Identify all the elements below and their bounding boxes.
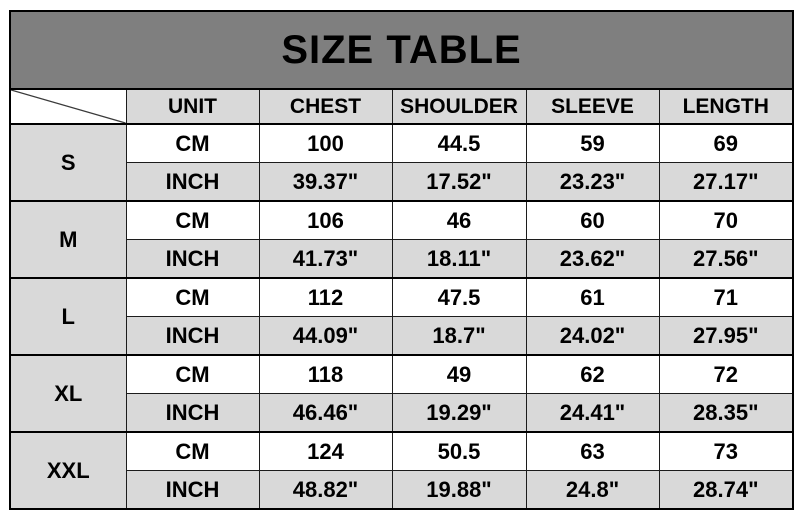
table-row: INCH 39.37" 17.52" 23.23" 27.17" [10, 162, 794, 202]
diagonal-line-icon [11, 90, 126, 123]
measurement-value: 46 [391, 200, 527, 240]
column-header-length: LENGTH [658, 88, 794, 125]
size-label-l: L [9, 277, 127, 356]
measurement-value: 49 [391, 354, 527, 394]
measurement-value: 28.35" [658, 393, 794, 433]
measurement-value: 61 [525, 277, 660, 317]
unit-label: INCH [125, 239, 260, 279]
measurement-value: 124 [258, 431, 393, 471]
measurement-value: 44.5 [391, 123, 527, 163]
measurement-value: 39.37" [258, 162, 393, 202]
measurement-value: 41.73" [258, 239, 393, 279]
measurement-value: 24.41" [525, 393, 660, 433]
measurement-value: 27.17" [658, 162, 794, 202]
unit-label: INCH [125, 162, 260, 202]
table-row: M CM 106 46 60 70 [9, 200, 794, 279]
measurement-value: 24.02" [525, 316, 660, 356]
measurement-value: 17.52" [391, 162, 527, 202]
measurement-value: 59 [525, 123, 660, 163]
measurement-value: 69 [658, 123, 794, 163]
unit-label: CM [125, 200, 260, 240]
unit-label: INCH [125, 470, 260, 510]
measurement-value: 63 [525, 431, 660, 471]
table-row: XXL CM 124 50.5 63 73 [9, 431, 794, 510]
measurement-value: 27.95" [658, 316, 794, 356]
unit-label: CM [125, 354, 260, 394]
table-row: INCH 46.46" 19.29" 24.41" 28.35" [10, 393, 794, 433]
measurement-value: 23.62" [525, 239, 660, 279]
unit-label: CM [125, 431, 260, 471]
title-row: SIZE TABLE [9, 10, 794, 90]
measurement-value: 50.5 [391, 431, 527, 471]
table-row: INCH 41.73" 18.11" 23.62" 27.56" [10, 239, 794, 279]
table-row: XL CM 118 49 62 72 [9, 354, 794, 433]
size-table: SIZE TABLE UNIT CHEST SHOULDER SLEEVE LE… [9, 10, 795, 510]
measurement-value: 48.82" [258, 470, 393, 510]
size-label-s: S [9, 123, 127, 202]
column-header-shoulder: SHOULDER [391, 88, 527, 125]
measurement-value: 112 [258, 277, 393, 317]
measurement-value: 24.8" [525, 470, 660, 510]
measurement-value: 28.74" [658, 470, 794, 510]
size-label-m: M [9, 200, 127, 279]
measurement-value: 19.29" [391, 393, 527, 433]
page-title: SIZE TABLE [9, 10, 794, 90]
unit-label: CM [125, 123, 260, 163]
table-row: INCH 44.09" 18.7" 24.02" 27.95" [10, 316, 794, 356]
header-row: UNIT CHEST SHOULDER SLEEVE LENGTH [9, 88, 794, 125]
table-row: L CM 112 47.5 61 71 [9, 277, 794, 356]
measurement-value: 71 [658, 277, 794, 317]
unit-label: CM [125, 277, 260, 317]
measurement-value: 60 [525, 200, 660, 240]
measurement-value: 72 [658, 354, 794, 394]
measurement-value: 23.23" [525, 162, 660, 202]
unit-label: INCH [125, 393, 260, 433]
measurement-value: 27.56" [658, 239, 794, 279]
column-header-unit: UNIT [125, 88, 260, 125]
measurement-value: 100 [258, 123, 393, 163]
column-header-sleeve: SLEEVE [525, 88, 660, 125]
measurement-value: 118 [258, 354, 393, 394]
table-row: S CM 100 44.5 59 69 [9, 123, 794, 202]
measurement-value: 18.11" [391, 239, 527, 279]
measurement-value: 47.5 [391, 277, 527, 317]
table-row: INCH 48.82" 19.88" 24.8" 28.74" [10, 470, 794, 510]
column-header-chest: CHEST [258, 88, 393, 125]
unit-label: INCH [125, 316, 260, 356]
measurement-value: 73 [658, 431, 794, 471]
measurement-value: 46.46" [258, 393, 393, 433]
measurement-value: 106 [258, 200, 393, 240]
measurement-value: 18.7" [391, 316, 527, 356]
size-label-xxl: XXL [9, 431, 127, 510]
measurement-value: 44.09" [258, 316, 393, 356]
measurement-value: 19.88" [391, 470, 527, 510]
size-label-xl: XL [9, 354, 127, 433]
measurement-value: 70 [658, 200, 794, 240]
measurement-value: 62 [525, 354, 660, 394]
corner-diagonal-cell [9, 88, 127, 125]
